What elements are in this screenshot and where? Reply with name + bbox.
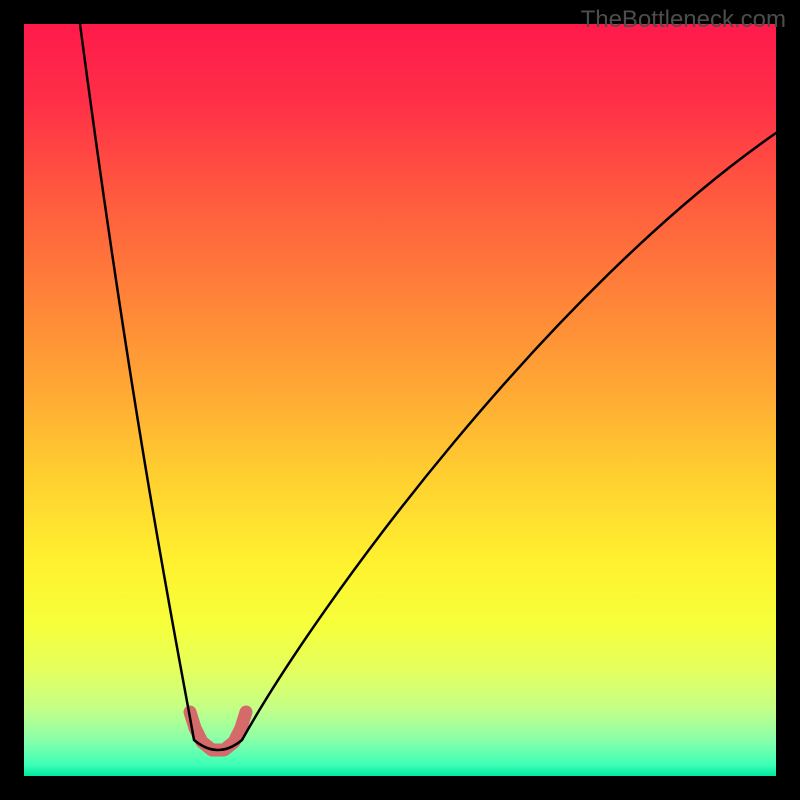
chart-svg — [0, 0, 800, 800]
chart-container: TheBottleneck.com — [0, 0, 800, 800]
plot-background — [24, 24, 776, 776]
